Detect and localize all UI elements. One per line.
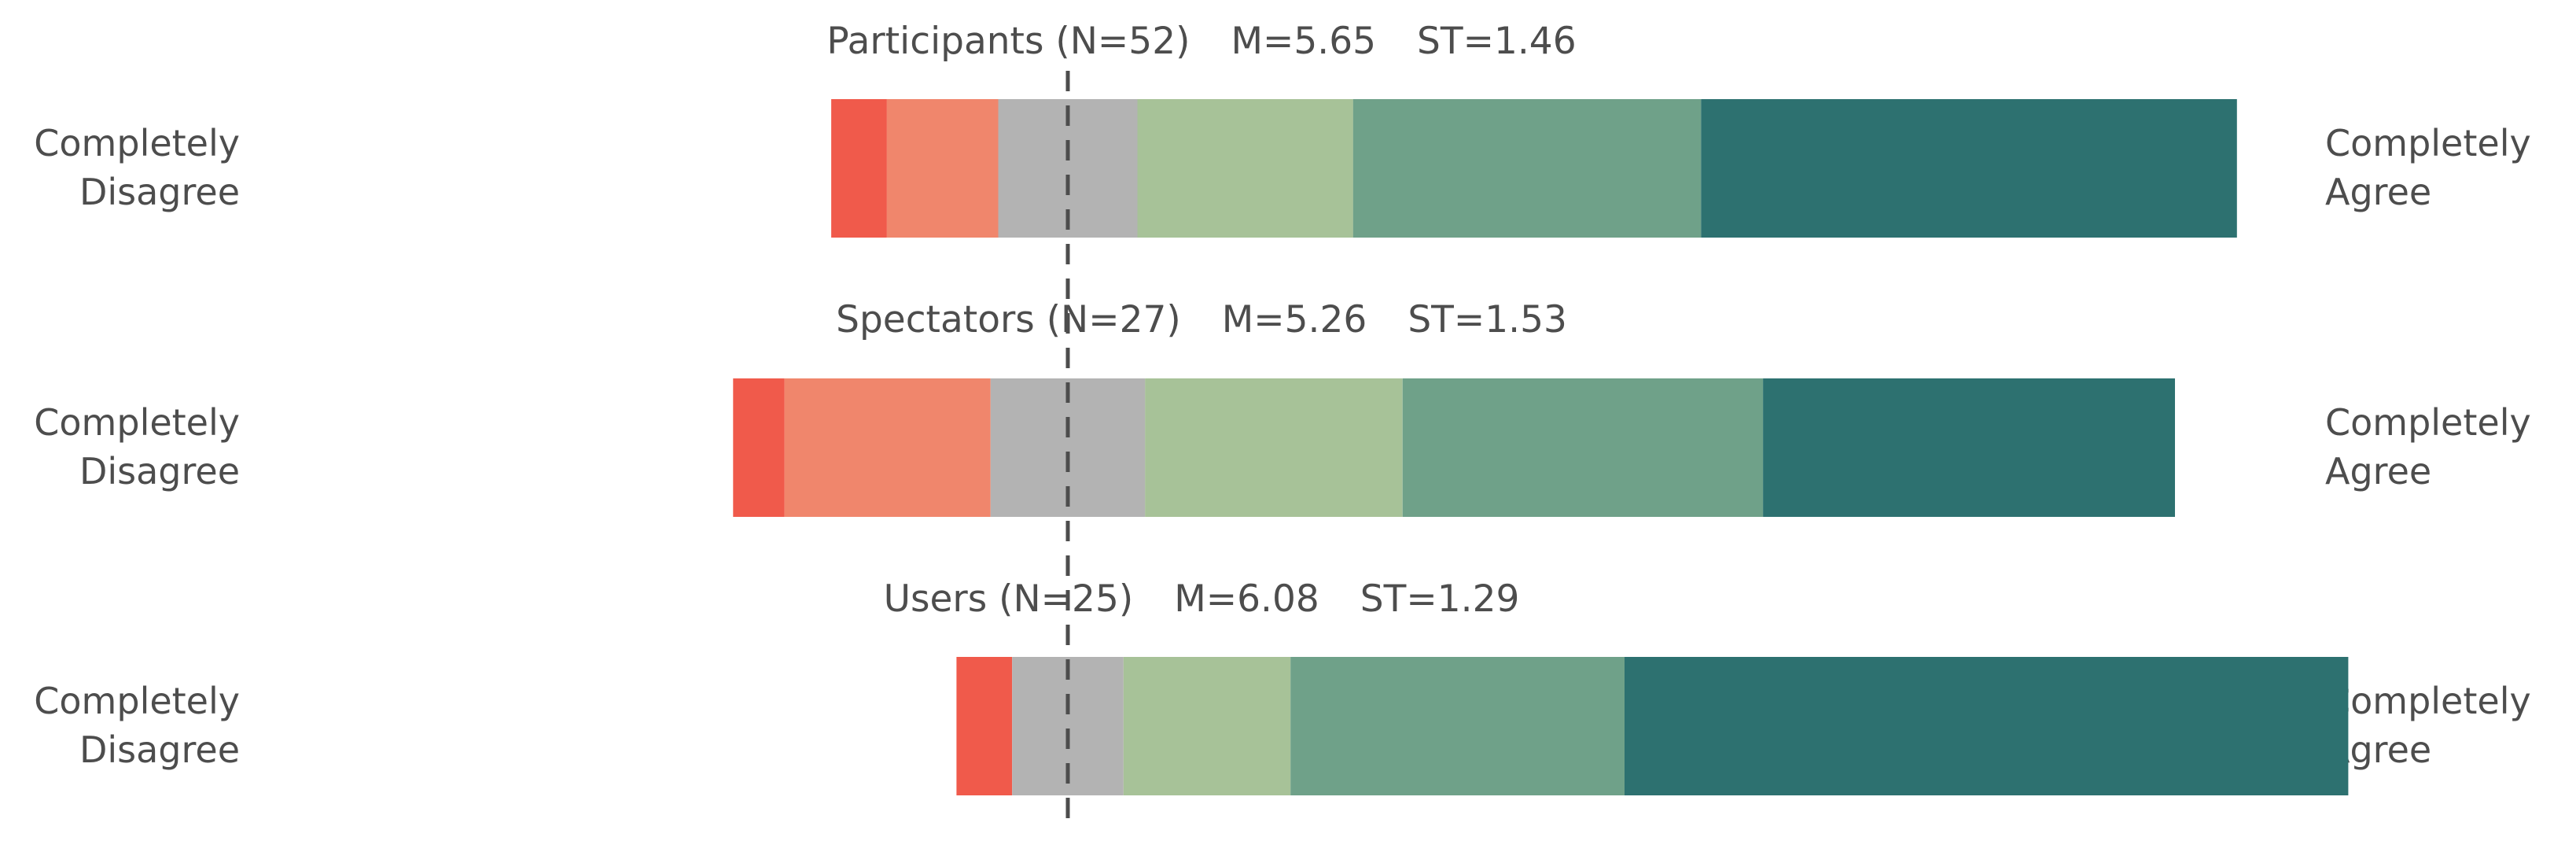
left-label-line: Completely bbox=[34, 680, 240, 722]
left-label-line: Completely bbox=[34, 401, 240, 444]
bar-segment-users-completely-agree bbox=[1625, 657, 2349, 795]
bar-segment-spectators-disagree bbox=[784, 378, 991, 517]
right-label-line: Agree bbox=[2325, 171, 2431, 213]
left-label-line: Completely bbox=[34, 122, 240, 164]
bar-segment-participants-agree bbox=[1137, 99, 1353, 238]
right-label-line: Agree bbox=[2325, 450, 2431, 492]
bar-segment-participants-disagree bbox=[886, 99, 999, 238]
group-mean-users: M=6.08 bbox=[1174, 577, 1319, 621]
right-label-line: Completely bbox=[2325, 680, 2531, 722]
left-label-spectators: Completely Disagree bbox=[34, 401, 240, 492]
left-label-line: Disagree bbox=[79, 450, 240, 492]
group-title-users: Users (N=25) M=6.08 ST=1.29 bbox=[884, 577, 1520, 621]
right-label-line: Completely bbox=[2325, 401, 2531, 444]
left-label-users: Completely Disagree bbox=[34, 680, 240, 771]
bar-segment-spectators-completely-agree bbox=[1763, 378, 2175, 517]
left-label-line: Disagree bbox=[79, 171, 240, 213]
group-title-spectators: Spectators (N=27) M=5.26 ST=1.53 bbox=[836, 298, 1567, 341]
group-sd-spectators: ST=1.53 bbox=[1408, 298, 1567, 341]
bar-segment-users-completely-disagree bbox=[956, 657, 1013, 795]
bar-segment-users-mostly-agree bbox=[1290, 657, 1625, 795]
group-mean-spectators: M=5.26 bbox=[1222, 298, 1367, 341]
bar-segment-spectators-mostly-agree bbox=[1402, 378, 1764, 517]
bar-segment-users-agree bbox=[1123, 657, 1291, 795]
bar-area bbox=[733, 99, 2349, 795]
group-title-participants: Participants (N=52) M=5.65 ST=1.46 bbox=[826, 20, 1576, 63]
group-sd-participants: ST=1.46 bbox=[1417, 20, 1577, 63]
right-label-spectators: Completely Agree bbox=[2325, 401, 2531, 492]
group-titles: Participants (N=52) M=5.65 ST=1.46 Spectato… bbox=[826, 20, 1576, 621]
bar-segment-spectators-completely-disagree bbox=[733, 378, 785, 517]
group-label-users: Users (N=25) bbox=[884, 577, 1134, 621]
right-scale-labels: Completely Agree Completely Agree Completely… bbox=[2325, 122, 2531, 771]
group-label-spectators: Spectators (N=27) bbox=[836, 298, 1181, 341]
bar-segment-participants-completely-disagree bbox=[831, 99, 887, 238]
right-label-users: Completely Agree bbox=[2325, 680, 2531, 771]
group-sd-users: ST=1.29 bbox=[1360, 577, 1520, 621]
left-label-line: Disagree bbox=[79, 728, 240, 771]
left-label-participants: Completely Disagree bbox=[34, 122, 240, 213]
group-label-participants: Participants (N=52) bbox=[826, 20, 1190, 63]
bar-segment-spectators-agree bbox=[1145, 378, 1403, 517]
group-mean-participants: M=5.65 bbox=[1231, 20, 1376, 63]
bar-segment-participants-completely-agree bbox=[1701, 99, 2237, 238]
bar-segment-participants-mostly-agree bbox=[1352, 99, 1702, 238]
right-label-line: Completely bbox=[2325, 122, 2531, 164]
right-label-participants: Completely Agree bbox=[2325, 122, 2531, 213]
